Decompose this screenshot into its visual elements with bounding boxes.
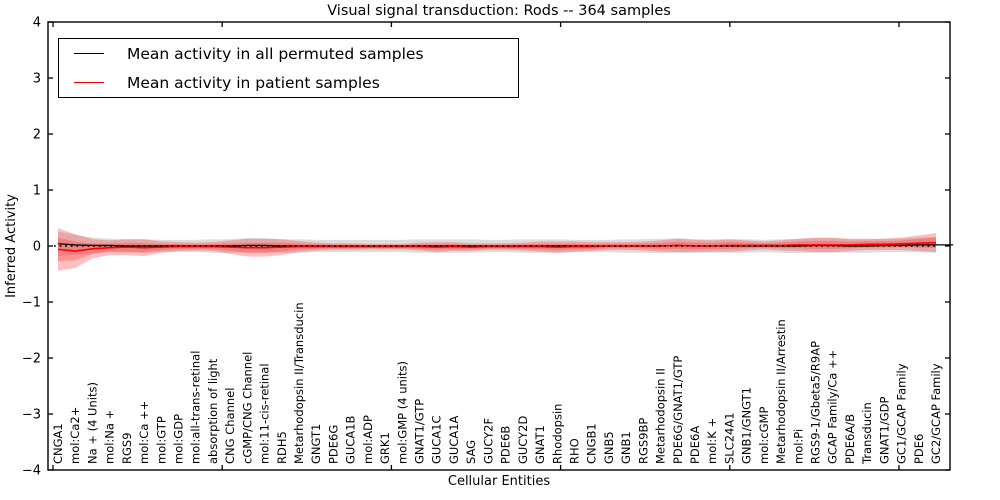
x-category-label: Metarhodopsin II/Arrestin	[774, 319, 788, 464]
x-category-label: mol:GMP (4 units)	[395, 361, 409, 464]
y-tick-label: −2	[22, 352, 41, 367]
x-category-label: GCAP Family/Ca ++	[826, 350, 840, 464]
y-tick-label: 1	[33, 184, 41, 199]
legend-entry-patient: Mean activity in patient samples	[59, 68, 518, 97]
y-tick-label: −4	[22, 464, 41, 479]
y-axis-label: Inferred Activity	[4, 194, 19, 298]
x-category-label: SLC24A1	[722, 412, 736, 464]
y-tick-label: −1	[22, 296, 41, 311]
x-category-label: CNG Channel	[223, 388, 237, 464]
x-category-label: SAG	[464, 440, 478, 464]
x-category-label: RGS9BP	[636, 418, 650, 464]
x-category-label: GNGT1	[309, 424, 323, 464]
x-category-label: GNAT1/GTP	[413, 399, 427, 464]
x-category-label: PDE6A/B	[843, 414, 857, 464]
x-category-label: GUCA1C	[430, 415, 444, 464]
x-category-label: GNB1/GNGT1	[740, 387, 754, 464]
x-category-label: cGMP/CNG Channel	[240, 352, 254, 464]
x-category-label: RHO	[567, 438, 581, 464]
x-category-label: GUCA1B	[344, 415, 358, 464]
x-category-label: mol:GDP	[172, 414, 186, 464]
y-tick-label: −3	[22, 408, 41, 423]
x-category-label: GUCY2D	[516, 416, 530, 464]
x-category-label: RGS9	[120, 432, 134, 464]
x-category-label: RDH5	[275, 431, 289, 464]
x-category-label: PDE6G	[326, 425, 340, 464]
x-category-label: mol:Ca ++	[137, 401, 151, 464]
x-category-label: GNB1	[619, 431, 633, 464]
x-category-label: GNAT1/GDP	[877, 397, 891, 464]
x-category-label: GC2/GCAP Family	[929, 363, 943, 464]
y-tick-label: 4	[33, 16, 41, 31]
x-category-label: mol:all-trans-retinal	[189, 351, 203, 464]
x-axis-label: Cellular Entities	[447, 474, 551, 489]
y-tick-label: 2	[33, 128, 41, 143]
patient-samples-spread-band	[58, 237, 936, 262]
legend-label: Mean activity in patient samples	[127, 73, 380, 92]
x-category-label: PDE6G/GNAT1/GTP	[671, 356, 685, 464]
legend-line-swatch-red	[74, 82, 104, 83]
x-category-label: GUCY2F	[481, 418, 495, 464]
x-category-label: GNAT1	[533, 425, 547, 464]
x-category-label: Na + (4 Units)	[85, 382, 99, 464]
x-category-label: RGS9-1/Gbeta5/R9AP	[808, 341, 822, 464]
legend-line-swatch-black	[74, 53, 104, 54]
y-tick-label: 0	[33, 240, 41, 255]
legend-label: Mean activity in all permuted samples	[127, 44, 424, 63]
patient-samples-spread-band	[58, 228, 936, 271]
legend-entry-permuted: Mean activity in all permuted samples	[59, 39, 518, 68]
x-category-label: mol:11-cis-retinal	[258, 363, 272, 464]
x-category-label: mol:Ca2+	[68, 407, 82, 464]
permuted-samples-spread-band	[58, 231, 936, 257]
x-category-label: GC1/GCAP Family	[895, 363, 909, 464]
x-category-label: PDE6B	[499, 426, 513, 464]
x-category-label: Metarhodopsin II/Transducin	[292, 302, 306, 464]
x-category-label: Transducin	[860, 402, 874, 465]
y-tick-label: 3	[33, 72, 41, 87]
x-category-label: GNB5	[602, 431, 616, 464]
x-category-label: absorption of light	[206, 358, 220, 464]
chart-title: Visual signal transduction: Rods -- 364 …	[327, 3, 671, 19]
x-category-label: CNGB1	[585, 423, 599, 464]
x-category-label: mol:Na +	[103, 410, 117, 464]
legend-box: Mean activity in all permuted samples Me…	[58, 38, 519, 98]
x-category-label: GUCA1A	[447, 415, 461, 464]
x-category-label: mol:GTP	[154, 416, 168, 464]
x-category-label: Rhodopsin	[550, 404, 564, 464]
x-category-label: CNGA1	[51, 423, 65, 464]
x-category-label: mol:ADP	[361, 415, 375, 464]
x-category-label: mol:Pi	[791, 429, 805, 464]
x-category-label: Metarhodopsin II	[654, 368, 668, 464]
x-category-label: mol:K +	[705, 418, 719, 464]
x-category-label: mol:cGMP	[757, 407, 771, 464]
x-category-label: GRK1	[378, 432, 392, 464]
x-category-label: PDE6	[912, 434, 926, 464]
x-category-label: PDE6A	[688, 426, 702, 464]
